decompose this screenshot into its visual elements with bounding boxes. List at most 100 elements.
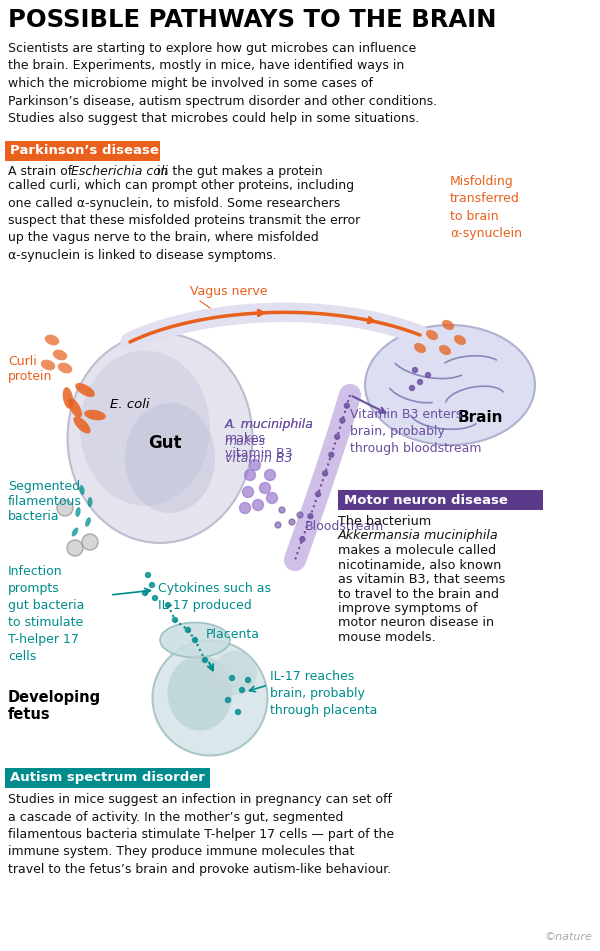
Ellipse shape (68, 398, 82, 417)
Text: Placenta: Placenta (206, 628, 260, 641)
Text: A. muciniphila: A. muciniphila (225, 418, 314, 446)
Ellipse shape (41, 359, 55, 370)
Ellipse shape (85, 517, 91, 527)
Bar (5, 768, 210, 788)
Text: improve symptoms of: improve symptoms of (338, 602, 478, 615)
Text: as vitamin B3, that seems: as vitamin B3, that seems (338, 573, 505, 586)
Text: Curli
protein: Curli protein (8, 355, 52, 383)
Circle shape (213, 651, 257, 695)
Circle shape (57, 500, 73, 516)
Ellipse shape (84, 410, 106, 420)
Circle shape (250, 459, 260, 471)
Circle shape (316, 492, 320, 496)
Circle shape (300, 536, 305, 542)
Text: Autism spectrum disorder: Autism spectrum disorder (10, 771, 205, 785)
Text: ©nature: ©nature (544, 932, 592, 942)
Ellipse shape (414, 343, 426, 353)
Text: Developing
fetus: Developing fetus (8, 690, 101, 723)
Circle shape (143, 591, 148, 595)
Circle shape (340, 417, 345, 423)
Text: Escherichia coli: Escherichia coli (71, 165, 168, 178)
Text: A strain of: A strain of (8, 165, 76, 178)
Bar (338, 490, 543, 510)
Ellipse shape (125, 403, 215, 513)
Circle shape (344, 403, 349, 408)
Text: Motor neuron disease: Motor neuron disease (344, 494, 508, 507)
Text: makes
vitamin B3: makes vitamin B3 (225, 432, 293, 460)
Circle shape (335, 435, 340, 439)
Text: Scientists are starting to explore how gut microbes can influence
the brain. Exp: Scientists are starting to explore how g… (8, 42, 437, 125)
Circle shape (235, 709, 241, 714)
Ellipse shape (75, 383, 95, 397)
Circle shape (245, 677, 251, 683)
Ellipse shape (439, 345, 451, 355)
Text: A. muciniphila
makes
vitamin B3: A. muciniphila makes vitamin B3 (225, 418, 314, 465)
Circle shape (308, 514, 313, 518)
Circle shape (239, 502, 251, 514)
Ellipse shape (160, 623, 230, 657)
Circle shape (413, 367, 418, 373)
Ellipse shape (67, 333, 253, 543)
Ellipse shape (63, 387, 73, 409)
Circle shape (253, 499, 263, 511)
Text: E. coli: E. coli (110, 398, 149, 412)
Ellipse shape (71, 528, 79, 536)
Text: The bacterium: The bacterium (338, 515, 431, 528)
Text: makes a molecule called: makes a molecule called (338, 544, 496, 557)
Ellipse shape (88, 497, 92, 507)
Text: Akkermansia muciniphila: Akkermansia muciniphila (338, 530, 499, 542)
Circle shape (229, 675, 235, 681)
Ellipse shape (79, 485, 85, 495)
Ellipse shape (152, 641, 268, 755)
Ellipse shape (454, 335, 466, 345)
Circle shape (203, 657, 208, 663)
Text: in the gut makes a protein: in the gut makes a protein (153, 165, 323, 178)
Text: POSSIBLE PATHWAYS TO THE BRAIN: POSSIBLE PATHWAYS TO THE BRAIN (8, 8, 497, 32)
Ellipse shape (45, 335, 59, 345)
Ellipse shape (73, 417, 91, 434)
Circle shape (329, 453, 334, 457)
Ellipse shape (58, 362, 72, 374)
Circle shape (146, 573, 151, 577)
Text: called curli, which can prompt other proteins, including
one called α-synuclein,: called curli, which can prompt other pro… (8, 179, 360, 262)
Text: motor neuron disease in: motor neuron disease in (338, 616, 494, 630)
Text: Cytokines such as
IL-17 produced: Cytokines such as IL-17 produced (158, 582, 271, 612)
Circle shape (289, 519, 295, 525)
Circle shape (425, 373, 431, 378)
Text: Infection
prompts
gut bacteria
to stimulate
T-helper 17
cells: Infection prompts gut bacteria to stimul… (8, 565, 85, 663)
Ellipse shape (442, 320, 454, 330)
Text: Parkinson’s disease: Parkinson’s disease (10, 145, 159, 158)
Circle shape (173, 617, 178, 623)
Text: IL-17 reaches
brain, probably
through placenta: IL-17 reaches brain, probably through pl… (270, 670, 377, 717)
Text: Gut: Gut (148, 434, 182, 452)
Circle shape (152, 595, 157, 600)
Circle shape (265, 470, 275, 480)
Circle shape (409, 385, 415, 391)
Circle shape (185, 628, 191, 632)
Circle shape (279, 507, 285, 513)
Circle shape (149, 583, 155, 588)
Circle shape (323, 471, 328, 476)
Circle shape (67, 540, 83, 556)
Bar (5, 141, 160, 161)
Circle shape (82, 534, 98, 550)
Text: Studies in mice suggest an infection in pregnancy can set off
a cascade of activ: Studies in mice suggest an infection in … (8, 793, 394, 876)
Circle shape (239, 688, 245, 692)
Text: Segmented
filamentous
bacteria: Segmented filamentous bacteria (8, 480, 82, 523)
Ellipse shape (80, 351, 210, 506)
Circle shape (226, 697, 230, 703)
Circle shape (418, 379, 422, 384)
Ellipse shape (76, 507, 80, 517)
Circle shape (275, 522, 281, 528)
Text: Bloodstream: Bloodstream (305, 520, 384, 533)
Circle shape (193, 637, 197, 643)
Text: Vagus nerve: Vagus nerve (190, 285, 268, 298)
Text: to travel to the brain and: to travel to the brain and (338, 588, 499, 600)
Text: nicotinamide, also known: nicotinamide, also known (338, 558, 502, 572)
Text: mouse models.: mouse models. (338, 631, 436, 644)
Text: Misfolding
transferred
to brain
α-synuclein: Misfolding transferred to brain α-synucl… (450, 175, 522, 241)
Ellipse shape (167, 655, 233, 730)
Ellipse shape (365, 325, 535, 445)
Text: Vitamin B3 enters
brain, probably
through bloodstream: Vitamin B3 enters brain, probably throug… (350, 408, 482, 455)
Circle shape (245, 470, 256, 480)
